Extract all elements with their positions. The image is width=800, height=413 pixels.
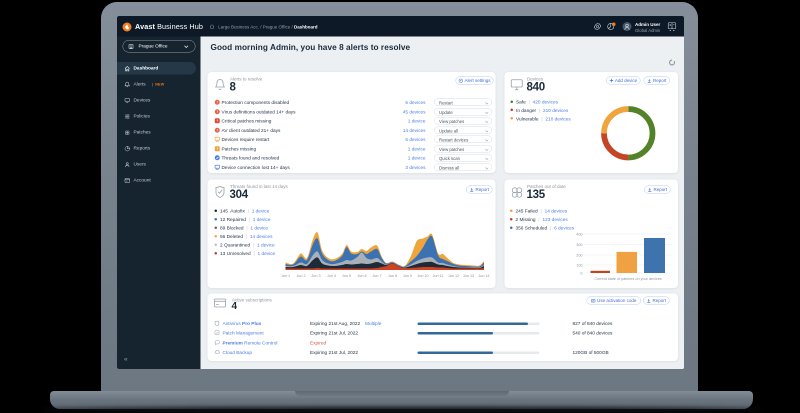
svg-text:Jun 8: Jun 8 <box>387 274 396 278</box>
svg-text:Jun 13: Jun 13 <box>462 274 473 278</box>
svg-text:100: 100 <box>576 263 582 267</box>
svg-text:Current state of patches on yo: Current state of patches on your devices <box>594 277 661 281</box>
svg-text:Jun 1: Jun 1 <box>280 274 289 278</box>
svg-text:Jun 11: Jun 11 <box>432 274 443 278</box>
svg-text:Jun 14: Jun 14 <box>478 274 489 278</box>
svg-text:Jun 12: Jun 12 <box>447 274 458 278</box>
svg-text:Jun 5: Jun 5 <box>341 274 350 278</box>
svg-text:Jun 3: Jun 3 <box>311 274 320 278</box>
svg-text:300: 300 <box>576 242 582 246</box>
svg-text:Jun 2: Jun 2 <box>296 274 305 278</box>
svg-text:0: 0 <box>580 271 582 275</box>
svg-text:400: 400 <box>576 232 582 236</box>
svg-text:Jun 10: Jun 10 <box>417 274 428 278</box>
svg-text:Jun 9: Jun 9 <box>402 274 411 278</box>
svg-text:Jun 6: Jun 6 <box>357 274 366 278</box>
svg-text:Jun 4: Jun 4 <box>326 274 335 278</box>
svg-text:Jun 7: Jun 7 <box>372 274 381 278</box>
svg-text:200: 200 <box>576 253 582 257</box>
